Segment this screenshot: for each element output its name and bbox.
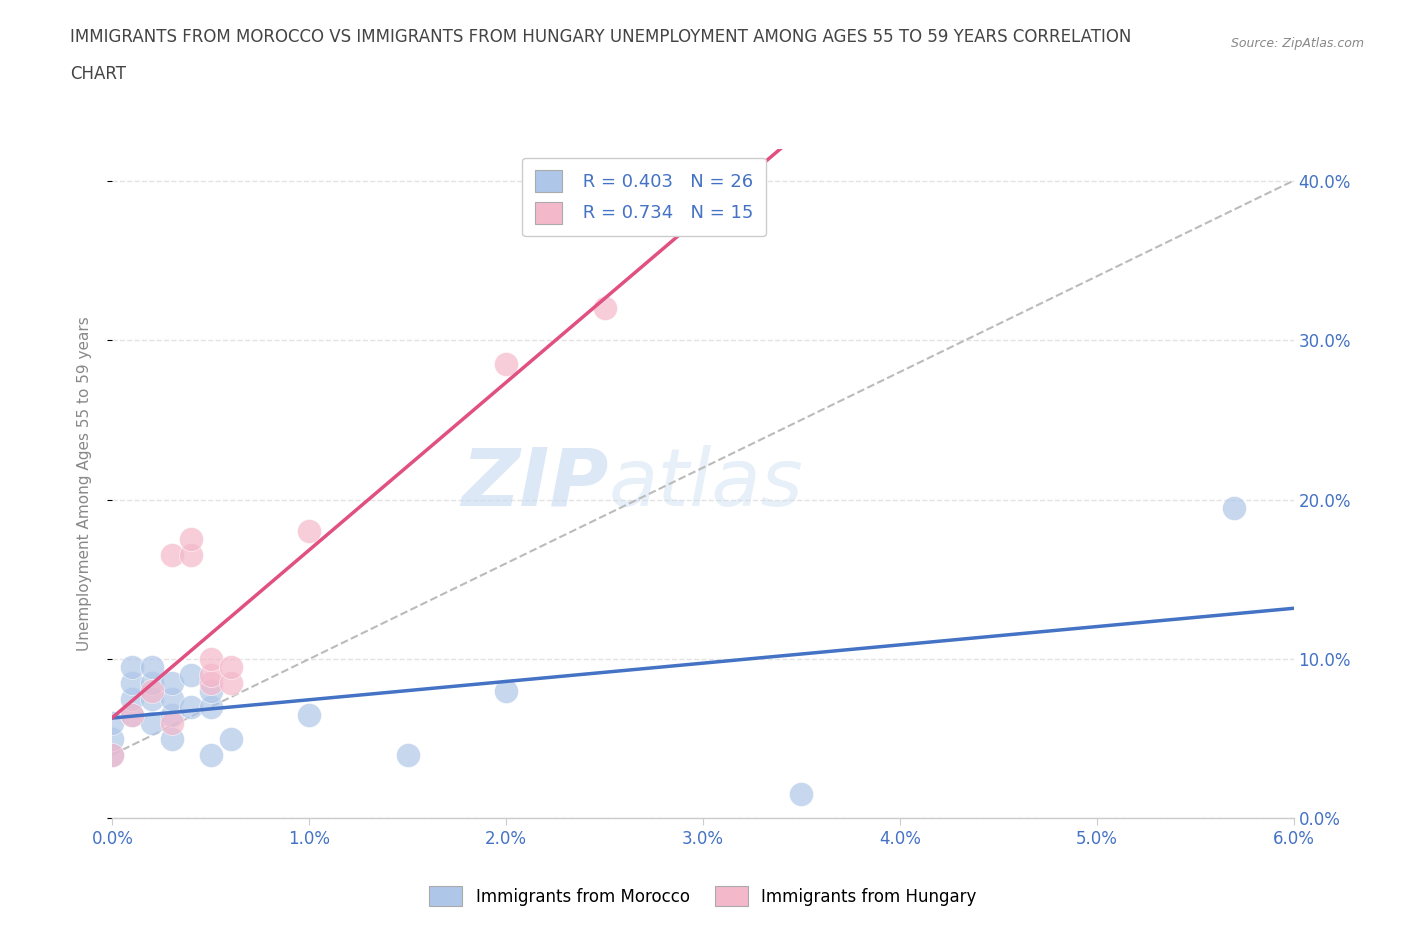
Point xyxy=(298,708,321,723)
Point xyxy=(219,731,242,746)
Point xyxy=(160,715,183,730)
Legend: Immigrants from Morocco, Immigrants from Hungary: Immigrants from Morocco, Immigrants from… xyxy=(422,880,984,912)
Point xyxy=(121,691,143,706)
Point xyxy=(141,691,163,706)
Point xyxy=(200,675,222,690)
Point xyxy=(180,699,202,714)
Point xyxy=(141,715,163,730)
Point xyxy=(101,715,124,730)
Point xyxy=(101,731,124,746)
Point xyxy=(121,708,143,723)
Text: ZIP: ZIP xyxy=(461,445,609,523)
Point xyxy=(180,668,202,683)
Point xyxy=(200,684,222,698)
Point xyxy=(219,675,242,690)
Point xyxy=(141,684,163,698)
Point xyxy=(593,300,616,315)
Point xyxy=(200,668,222,683)
Point xyxy=(160,675,183,690)
Point xyxy=(200,652,222,667)
Point xyxy=(101,747,124,762)
Point xyxy=(121,708,143,723)
Point xyxy=(180,532,202,547)
Y-axis label: Unemployment Among Ages 55 to 59 years: Unemployment Among Ages 55 to 59 years xyxy=(77,316,91,651)
Point xyxy=(298,524,321,538)
Point xyxy=(141,675,163,690)
Point xyxy=(1223,500,1246,515)
Point xyxy=(180,548,202,563)
Point xyxy=(790,787,813,802)
Point xyxy=(141,659,163,674)
Point xyxy=(101,747,124,762)
Point xyxy=(160,708,183,723)
Legend:  R = 0.403   N = 26,  R = 0.734   N = 15: R = 0.403 N = 26, R = 0.734 N = 15 xyxy=(523,158,765,236)
Text: Source: ZipAtlas.com: Source: ZipAtlas.com xyxy=(1230,37,1364,50)
Point xyxy=(160,548,183,563)
Point xyxy=(396,747,419,762)
Point xyxy=(219,659,242,674)
Text: atlas: atlas xyxy=(609,445,803,523)
Point xyxy=(121,675,143,690)
Text: CHART: CHART xyxy=(70,65,127,83)
Point xyxy=(160,731,183,746)
Point xyxy=(160,691,183,706)
Point xyxy=(495,684,517,698)
Point xyxy=(200,747,222,762)
Point xyxy=(495,356,517,371)
Text: IMMIGRANTS FROM MOROCCO VS IMMIGRANTS FROM HUNGARY UNEMPLOYMENT AMONG AGES 55 TO: IMMIGRANTS FROM MOROCCO VS IMMIGRANTS FR… xyxy=(70,28,1132,46)
Point xyxy=(121,659,143,674)
Point xyxy=(200,699,222,714)
